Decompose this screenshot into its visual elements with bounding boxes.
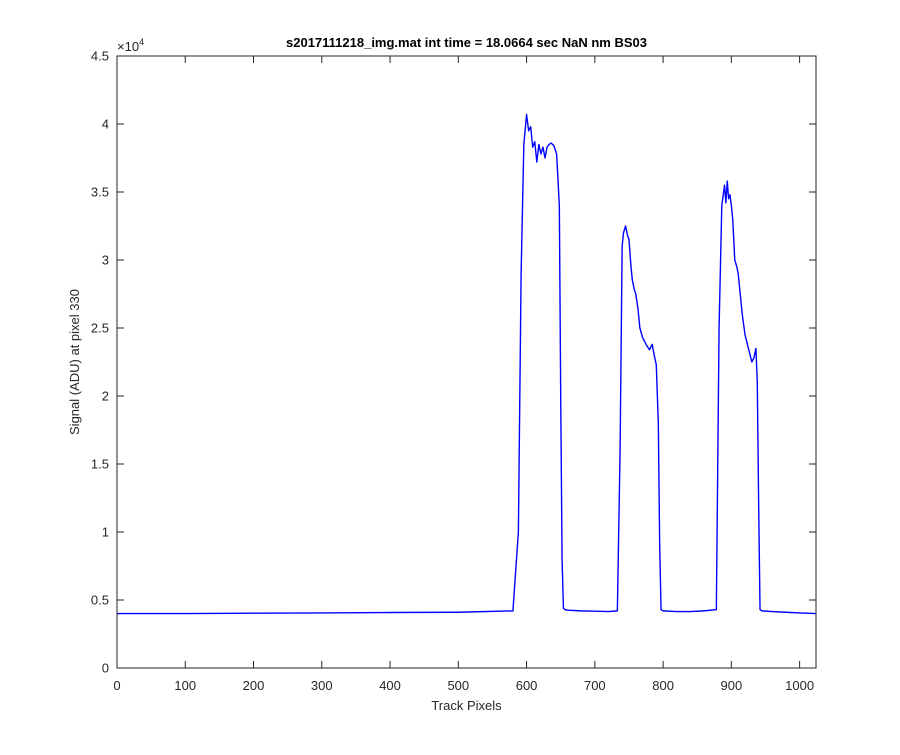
y-tick-label: 3.5 bbox=[91, 185, 109, 200]
chart-title: s2017111218_img.mat int time = 18.0664 s… bbox=[286, 35, 647, 50]
x-tick-label: 500 bbox=[447, 678, 469, 693]
y-tick-label: 3 bbox=[102, 253, 109, 268]
x-tick-label: 800 bbox=[652, 678, 674, 693]
plot-area-frame bbox=[116, 55, 817, 669]
y-tick-label: 1.5 bbox=[91, 457, 109, 472]
x-tick-label: 300 bbox=[311, 678, 333, 693]
y-tick-label: 2.5 bbox=[91, 321, 109, 336]
y-axis-exponent-base: ×10 bbox=[117, 39, 139, 54]
plot-area-background bbox=[117, 56, 816, 668]
y-axis-label: Signal (ADU) at pixel 330 bbox=[67, 289, 82, 435]
x-tick-label: 600 bbox=[516, 678, 538, 693]
x-tick-label: 100 bbox=[174, 678, 196, 693]
y-tick-label: 4 bbox=[102, 117, 109, 132]
y-tick-label: 0.5 bbox=[91, 593, 109, 608]
y-tick-label: 1 bbox=[102, 525, 109, 540]
y-axis-ticks: 0 0.5 1 1.5 2 2.5 3 3.5 4 4.5 bbox=[91, 49, 816, 676]
y-tick-label: 2 bbox=[102, 389, 109, 404]
x-tick-label: 1000 bbox=[785, 678, 814, 693]
x-axis-ticks: 0 100 200 300 400 500 600 700 800 900 1000 bbox=[113, 56, 814, 693]
x-tick-label: 400 bbox=[379, 678, 401, 693]
signal-series-line bbox=[117, 113, 817, 615]
x-tick-label: 900 bbox=[721, 678, 743, 693]
y-tick-label: 4.5 bbox=[91, 49, 109, 64]
x-tick-label: 700 bbox=[584, 678, 606, 693]
x-axis-label: Track Pixels bbox=[431, 698, 502, 713]
y-axis-exponent-power: 4 bbox=[139, 37, 144, 47]
y-tick-label: 0 bbox=[102, 661, 109, 676]
x-tick-label: 0 bbox=[113, 678, 120, 693]
x-tick-label: 200 bbox=[243, 678, 265, 693]
y-axis-exponent: ×104 bbox=[117, 37, 144, 54]
